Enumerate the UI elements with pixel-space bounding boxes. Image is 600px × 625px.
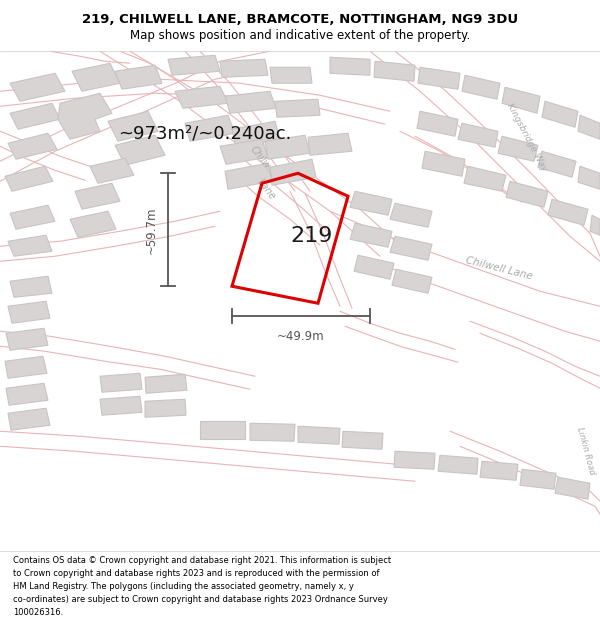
Polygon shape [220, 139, 268, 164]
Polygon shape [75, 183, 120, 209]
Polygon shape [145, 374, 187, 393]
Polygon shape [200, 421, 245, 439]
Polygon shape [70, 211, 116, 238]
Polygon shape [10, 103, 60, 129]
Polygon shape [5, 166, 53, 191]
Polygon shape [538, 151, 576, 178]
Polygon shape [275, 99, 320, 118]
Text: Linkin Road: Linkin Road [575, 426, 596, 475]
Polygon shape [548, 199, 588, 225]
Polygon shape [542, 101, 578, 127]
Polygon shape [185, 115, 235, 141]
Polygon shape [458, 123, 498, 148]
Polygon shape [8, 408, 50, 430]
Polygon shape [58, 93, 112, 139]
Text: Chilw...: Chilw... [248, 144, 278, 178]
Polygon shape [417, 111, 458, 136]
Polygon shape [72, 63, 120, 91]
Polygon shape [498, 136, 538, 161]
Text: to Crown copyright and database rights 2023 and is reproduced with the permissio: to Crown copyright and database rights 2… [13, 569, 380, 578]
Polygon shape [590, 215, 600, 235]
Polygon shape [90, 158, 134, 183]
Polygon shape [6, 383, 48, 405]
Polygon shape [342, 431, 383, 449]
Polygon shape [175, 86, 228, 108]
Polygon shape [145, 399, 186, 418]
Polygon shape [374, 61, 415, 81]
Polygon shape [8, 301, 50, 323]
Polygon shape [390, 236, 432, 260]
Text: 100026316.: 100026316. [13, 608, 64, 617]
Text: Chilwell Lane: Chilwell Lane [465, 255, 534, 281]
Polygon shape [100, 396, 142, 415]
Polygon shape [502, 88, 540, 113]
Text: ~49.9m: ~49.9m [277, 330, 325, 343]
Polygon shape [6, 328, 48, 350]
Text: Lane: Lane [255, 177, 277, 201]
Polygon shape [308, 133, 352, 155]
Polygon shape [108, 111, 158, 141]
Polygon shape [422, 151, 465, 176]
Text: Contains OS data © Crown copyright and database right 2021. This information is : Contains OS data © Crown copyright and d… [13, 556, 391, 566]
Polygon shape [115, 65, 162, 89]
Polygon shape [10, 73, 65, 101]
Polygon shape [578, 166, 600, 189]
Text: 219: 219 [291, 226, 333, 246]
Polygon shape [270, 68, 312, 83]
Polygon shape [390, 203, 432, 228]
Polygon shape [265, 135, 310, 159]
Polygon shape [8, 133, 57, 159]
Polygon shape [480, 461, 518, 480]
Polygon shape [520, 469, 556, 489]
Polygon shape [578, 115, 600, 139]
Polygon shape [5, 356, 47, 378]
Polygon shape [464, 166, 506, 191]
Polygon shape [168, 55, 220, 75]
Text: Map shows position and indicative extent of the property.: Map shows position and indicative extent… [130, 29, 470, 42]
Polygon shape [10, 276, 52, 298]
Polygon shape [392, 269, 432, 293]
Polygon shape [394, 451, 435, 469]
Polygon shape [232, 121, 280, 148]
Text: 219, CHILWELL LANE, BRAMCOTE, NOTTINGHAM, NG9 3DU: 219, CHILWELL LANE, BRAMCOTE, NOTTINGHAM… [82, 12, 518, 26]
Polygon shape [250, 423, 295, 441]
Polygon shape [225, 91, 276, 113]
Polygon shape [225, 163, 272, 189]
Polygon shape [555, 478, 590, 499]
Polygon shape [330, 58, 370, 75]
Polygon shape [438, 455, 478, 474]
Polygon shape [10, 205, 55, 229]
Polygon shape [8, 235, 52, 256]
Polygon shape [354, 255, 394, 279]
Text: ~59.7m: ~59.7m [145, 206, 158, 254]
Polygon shape [418, 68, 460, 89]
Polygon shape [220, 59, 268, 78]
Polygon shape [350, 191, 392, 215]
Polygon shape [298, 426, 340, 444]
Text: ~973m²/~0.240ac.: ~973m²/~0.240ac. [118, 124, 292, 142]
Polygon shape [506, 181, 548, 208]
Text: HM Land Registry. The polygons (including the associated geometry, namely x, y: HM Land Registry. The polygons (includin… [13, 582, 354, 591]
Polygon shape [350, 223, 392, 248]
Text: co-ordinates) are subject to Crown copyright and database rights 2023 Ordnance S: co-ordinates) are subject to Crown copyr… [13, 595, 388, 604]
Polygon shape [115, 135, 165, 165]
Polygon shape [270, 159, 316, 185]
Text: Kingsbridge Way: Kingsbridge Way [505, 102, 548, 173]
Polygon shape [100, 373, 142, 392]
Polygon shape [462, 75, 500, 99]
